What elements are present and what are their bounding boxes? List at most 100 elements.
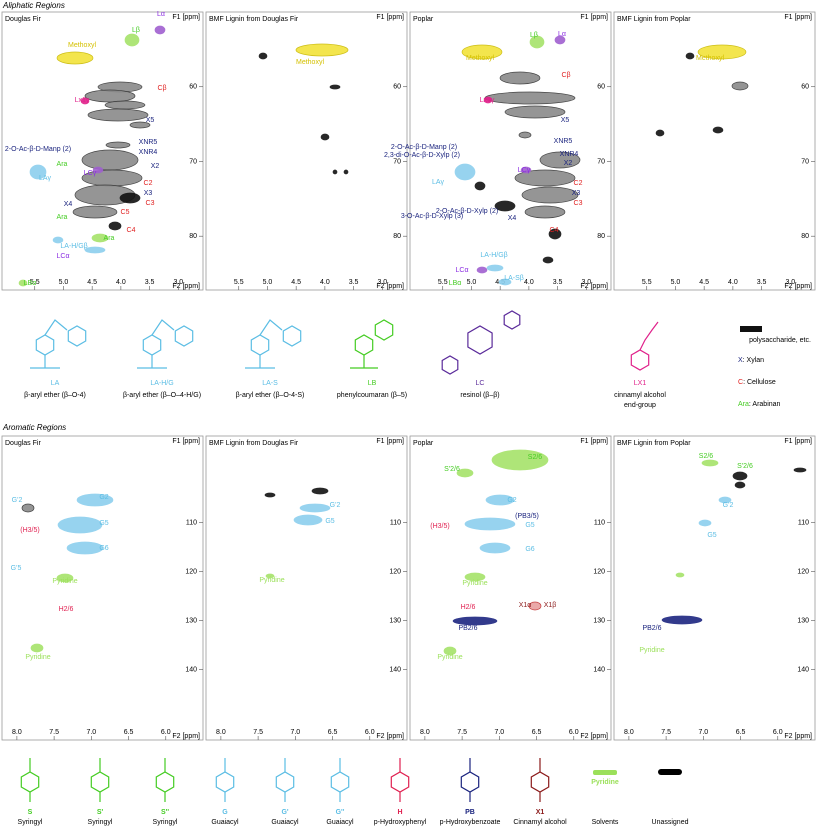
cross-peak [461, 44, 503, 60]
structure-code: LA [51, 380, 60, 387]
legend-code: X [738, 357, 743, 364]
cross-peak [485, 494, 515, 506]
peak-label: S2/6 [528, 454, 543, 461]
peak-label: PB2/6 [642, 625, 661, 632]
peak-label: (H3/5) [20, 527, 39, 534]
peak-label: XNR4 [139, 149, 158, 156]
cross-peak [548, 228, 562, 240]
structure-code: LA-H/G [150, 380, 173, 387]
structure-code: G'' [336, 809, 345, 816]
structure-name: p-Hydroxybenzoate [440, 819, 501, 826]
x-axis-label: F2 [ppm] [172, 283, 200, 290]
cross-peak [697, 44, 747, 60]
y-axis-label: F1 [ppm] [376, 438, 404, 445]
peak-label: X1α [519, 602, 532, 609]
peak-label: X3 [144, 190, 153, 197]
peak-label: LA-H/Gβ [480, 252, 507, 259]
cross-peak [81, 149, 139, 171]
structure-code: S' [97, 809, 104, 816]
peak-label: 2,3-di-O-Ac-β-D-Xylp (2) [384, 152, 460, 159]
x-tick-label: 3.5 [553, 279, 563, 286]
peak-label: Lβ [132, 27, 140, 34]
legend-label: : Arabinan [749, 401, 781, 408]
section-title: Aliphatic Regions [2, 1, 65, 10]
cross-peak [129, 121, 151, 129]
structure-name: Guaiacyl [326, 819, 354, 826]
peak-label: LCγ [84, 170, 97, 177]
cross-peak [329, 84, 341, 90]
y-tick-label: 120 [185, 568, 197, 575]
legend-swatch [740, 326, 762, 332]
peak-label: Lx1γ [75, 97, 90, 104]
structure-name: resinol (β–β) [460, 392, 499, 399]
cross-peak [87, 108, 149, 122]
x-tick-label: 3.0 [173, 279, 183, 286]
y-axis-label: F1 [ppm] [580, 14, 608, 21]
cross-peak [72, 205, 118, 219]
panel-title: Douglas Fir [5, 440, 41, 447]
peak-label: Pyridine [639, 647, 664, 654]
peak-label: Pyridine [437, 654, 462, 661]
bond [639, 321, 659, 351]
panel-frame [409, 11, 612, 291]
cross-peak [675, 572, 685, 578]
peak-label: C4 [550, 227, 559, 234]
peak-label: LBα [24, 280, 37, 287]
legend-code: C [738, 379, 743, 386]
ring [155, 771, 175, 793]
cross-peak [56, 51, 94, 65]
x-tick-label: 5.0 [671, 279, 681, 286]
structure-name: cinnamyl alcohol [614, 392, 666, 399]
x-tick-label: 3.0 [581, 279, 591, 286]
cross-peak [521, 186, 579, 204]
y-tick-label: 80 [189, 233, 197, 240]
panel-frame [205, 11, 408, 291]
x-tick-label: 4.0 [524, 279, 534, 286]
bond [137, 319, 175, 369]
peak-label: 2-O-Ac-β-D-Manp (2) [5, 146, 71, 153]
y-tick-label: 60 [597, 84, 605, 91]
cross-peak [91, 233, 109, 243]
x-tick-label: 5.0 [59, 279, 69, 286]
x-tick-label: 3.5 [145, 279, 155, 286]
peak-label: LAγ [39, 175, 52, 182]
structure-name: Guaiacyl [271, 819, 299, 826]
y-tick-label: 120 [797, 568, 809, 575]
y-tick-label: 70 [801, 158, 809, 165]
peak-label: G'2 [723, 502, 734, 509]
y-axis-label: F1 [ppm] [580, 438, 608, 445]
peak-label: (PB3/5) [515, 513, 539, 520]
peak-label: G'2 [12, 497, 23, 504]
y-tick-label: 140 [593, 666, 605, 673]
cross-peak [456, 468, 474, 478]
structure-name: p-Hydroxyphenyl [374, 819, 427, 826]
peak-label: H2/6 [59, 606, 74, 613]
cross-peak [311, 487, 329, 495]
cross-peak [718, 496, 732, 504]
peak-label: G5 [525, 522, 534, 529]
cross-peak [484, 91, 576, 105]
x-tick-label: 6.0 [773, 729, 783, 736]
peak-label: X4 [508, 215, 517, 222]
y-tick-label: 110 [186, 519, 197, 526]
panel-frame [409, 435, 612, 741]
y-axis-label: F1 [ppm] [172, 438, 200, 445]
x-axis-label: F2 [ppm] [580, 733, 608, 740]
panel-title: BMF Lignin from Douglas Fir [209, 440, 299, 447]
ring [467, 325, 493, 355]
peak-label: XNR5 [554, 138, 573, 145]
legend-swatch [658, 769, 682, 775]
cross-peak [518, 131, 532, 139]
x-tick-label: 6.0 [161, 729, 171, 736]
panel-title: BMF Lignin from Douglas Fir [209, 16, 299, 23]
panel-frame [613, 435, 816, 741]
cross-peak [80, 97, 90, 105]
peak-label: LA-H/Gβ [60, 243, 87, 250]
cross-peak [264, 492, 276, 498]
y-tick-label: 130 [389, 617, 401, 624]
cross-peak [464, 517, 516, 531]
structure-code: S [28, 809, 33, 816]
panel-title: Poplar [413, 16, 434, 23]
peak-label: Ara [57, 214, 68, 221]
